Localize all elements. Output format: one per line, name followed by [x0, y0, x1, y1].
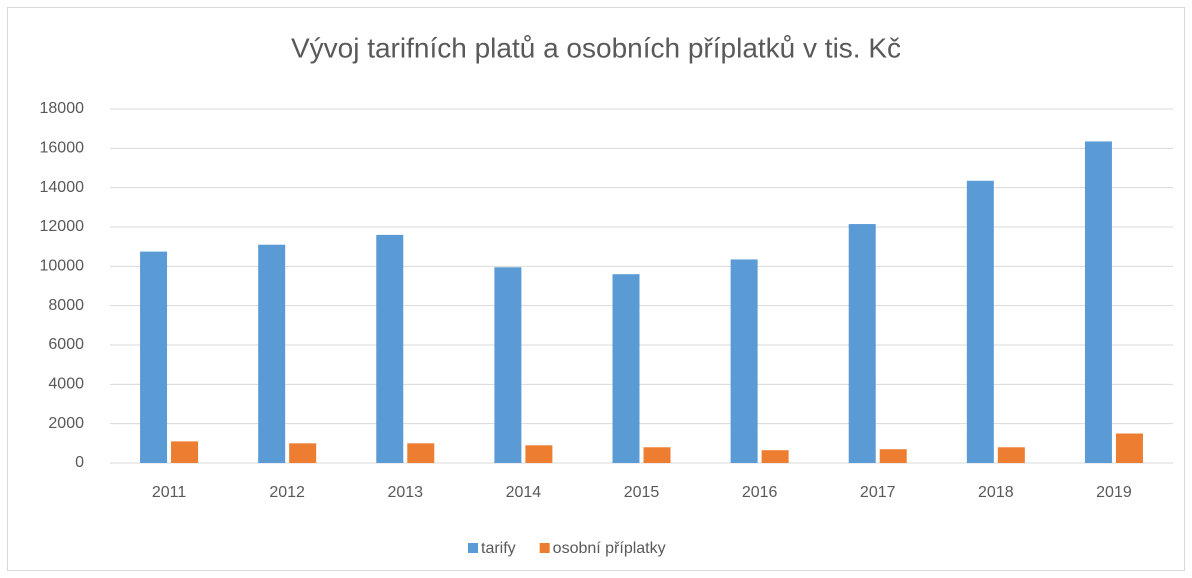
- x-tick-label: 2015: [624, 484, 660, 501]
- legend-label: osobní příplatky: [553, 540, 666, 557]
- bar: [407, 443, 435, 463]
- bar: [289, 443, 317, 463]
- chart-title: Vývoj tarifních platů a osobních příplat…: [291, 32, 901, 63]
- bar: [1084, 141, 1112, 463]
- y-tick-label: 4000: [48, 376, 84, 393]
- y-tick-label: 8000: [48, 297, 84, 314]
- bar: [140, 251, 168, 463]
- bar: [966, 180, 994, 464]
- bar: [171, 441, 199, 463]
- y-tick-label: 6000: [48, 336, 84, 353]
- x-tick-label: 2013: [387, 484, 423, 501]
- bar: [730, 259, 758, 463]
- bar: [761, 450, 789, 463]
- bar: [879, 449, 907, 463]
- bar: [643, 447, 671, 463]
- x-tick-label: 2016: [742, 484, 778, 501]
- legend-swatch: [539, 543, 550, 553]
- y-tick-label: 2000: [48, 415, 84, 432]
- y-tick-label: 12000: [40, 218, 85, 235]
- y-tick-label: 14000: [40, 179, 85, 196]
- bar: [848, 224, 876, 463]
- y-tick-label: 18000: [40, 100, 85, 117]
- bar: [612, 274, 640, 463]
- bar: [376, 234, 404, 463]
- x-tick-label: 2014: [506, 484, 542, 501]
- bar: [997, 447, 1025, 463]
- y-tick-label: 0: [75, 454, 84, 471]
- x-tick-label: 2011: [152, 484, 187, 501]
- y-tick-label: 10000: [40, 258, 85, 275]
- bar: [525, 445, 553, 463]
- bar: [494, 267, 522, 463]
- bar: [1115, 433, 1143, 463]
- x-tick-label: 2017: [860, 484, 896, 501]
- x-tick-label: 2012: [269, 484, 305, 501]
- bar: [258, 244, 286, 463]
- x-tick-label: 2019: [1096, 484, 1132, 501]
- y-tick-label: 16000: [40, 140, 85, 157]
- x-tick-label: 2018: [978, 484, 1014, 501]
- legend-label: tarify: [481, 540, 516, 557]
- legend-swatch: [468, 543, 478, 553]
